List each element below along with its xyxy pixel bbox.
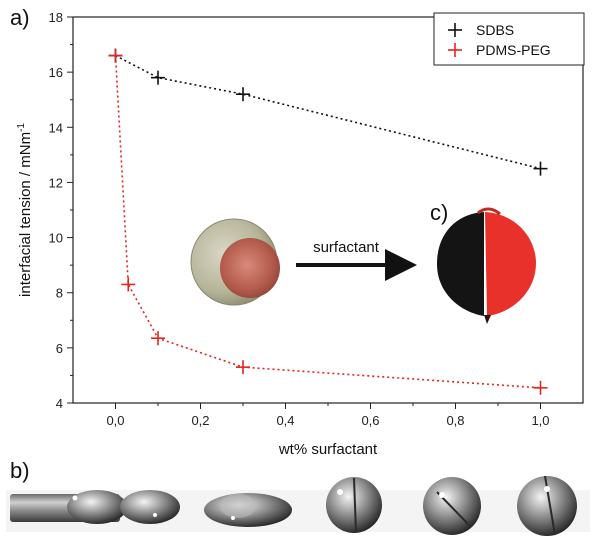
x-tick-label: 0,0 — [106, 413, 124, 428]
data-point — [151, 331, 165, 346]
y-axis-label-superscript: -1 — [16, 123, 27, 132]
y-axis-label: interfacial tension / mNm-1 — [16, 123, 34, 297]
droplet-image-2 — [204, 493, 292, 527]
data-point — [236, 360, 250, 375]
x-tick-label: 0,2 — [191, 413, 209, 428]
y-tick-label: 12 — [49, 175, 63, 190]
x-tick-label: 0,6 — [361, 413, 379, 428]
x-tick-label: 0,4 — [276, 413, 294, 428]
y-tick-label: 10 — [49, 231, 63, 246]
droplet-microscopy-strip — [6, 475, 590, 536]
x-axis-label: wt% surfactant — [278, 441, 378, 458]
droplet-image-5 — [517, 475, 577, 536]
y-axis-label-main: interfacial tension / mNm — [17, 132, 34, 297]
droplet-image-4 — [423, 477, 481, 535]
y-tick-label: 8 — [56, 286, 63, 301]
data-point — [121, 277, 136, 292]
y-tick-label: 18 — [49, 10, 63, 25]
legend-label: SDBS — [476, 22, 514, 38]
data-point — [236, 87, 250, 102]
legend-label: PDMS-PEG — [476, 42, 551, 58]
surfactant-arrow: surfactant — [296, 239, 417, 281]
series-line-0 — [115, 54, 541, 170]
y-tick-label: 6 — [56, 341, 63, 356]
legend: SDBS PDMS-PEG — [433, 12, 585, 66]
x-tick-label: 1,0 — [531, 413, 549, 428]
panel-label-a: a) — [10, 5, 30, 30]
data-point — [151, 70, 165, 85]
droplet-image-1 — [10, 490, 180, 524]
y-tick-label: 16 — [49, 65, 63, 80]
data-point — [533, 161, 548, 176]
janus-droplet-illustration — [437, 207, 536, 324]
panel-label-c: c) — [430, 200, 449, 225]
y-tick-label: 4 — [56, 396, 63, 411]
surfactant-arrow-label: surfactant — [313, 239, 380, 256]
droplet-image-3 — [326, 477, 382, 533]
data-point — [108, 48, 123, 63]
legend-entry: PDMS-PEG — [448, 42, 551, 58]
x-tick-label: 0,8 — [446, 413, 464, 428]
data-point — [533, 380, 548, 395]
legend-entry: SDBS — [448, 22, 514, 38]
axes-ticks: 0,0 0,2 0,4 0,6 0,8 1,0 4 6 8 10 12 14 16 18 — [49, 10, 550, 428]
y-tick-label: 14 — [49, 120, 63, 135]
plot-frame — [72, 16, 584, 404]
series-points — [108, 48, 548, 395]
panel-label-b: b) — [10, 458, 30, 483]
core-shell-droplet-illustration — [190, 218, 280, 306]
